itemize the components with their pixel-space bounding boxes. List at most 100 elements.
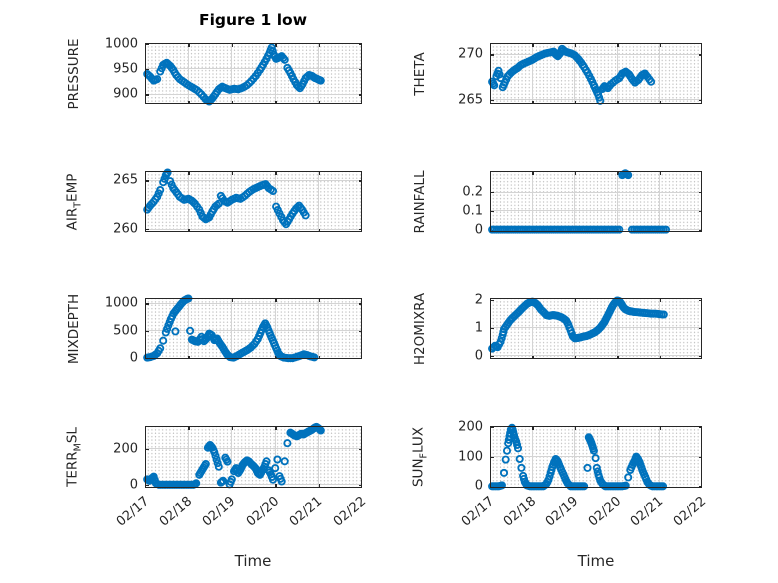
scatter-points	[488, 169, 671, 234]
x-gridline	[574, 43, 576, 104]
x-gridline	[659, 298, 661, 359]
x-tick-mark	[318, 484, 320, 488]
y-tick-label: 1	[474, 320, 483, 336]
y-tick-mark	[698, 99, 702, 102]
y-gridline	[145, 448, 362, 450]
y-tick-mark	[490, 192, 494, 194]
y-gridline	[145, 484, 362, 486]
x-axis-label-right: Time	[577, 552, 615, 570]
x-tick-mark	[275, 100, 277, 104]
subplot-theta	[488, 43, 703, 105]
x-tick-mark	[231, 43, 234, 47]
x-gridline	[318, 171, 320, 232]
y-gridline	[145, 228, 362, 230]
x-tick-mark	[659, 43, 661, 47]
x-tick-mark	[617, 355, 619, 359]
x-tick-label: 02/18	[500, 493, 540, 530]
x-gridline	[531, 298, 533, 359]
y-tick-mark	[490, 327, 494, 330]
x-tick-label: 02/22	[670, 493, 709, 530]
y-tick-label: 260	[113, 221, 138, 237]
y-tick-mark	[358, 484, 362, 487]
y-tick-mark	[358, 68, 362, 71]
y-gridline	[490, 210, 702, 212]
x-tick-mark	[188, 426, 190, 430]
scatter-points	[488, 296, 668, 353]
y-tick-mark	[698, 54, 702, 56]
y-tick-label: 900	[113, 86, 138, 102]
figure-title: Figure 1 low	[198, 11, 308, 29]
x-tick-mark	[659, 355, 661, 359]
x-gridline	[274, 171, 276, 232]
y-gridline	[490, 53, 702, 55]
y-tick-mark	[698, 229, 702, 231]
x-tick-mark	[659, 298, 661, 302]
x-tick-mark	[318, 298, 320, 302]
y-tick-label: 0	[129, 477, 138, 493]
subplot-mixdepth	[143, 294, 363, 363]
y-tick-mark	[358, 229, 362, 231]
x-tick-mark	[574, 298, 577, 302]
scatter-points	[143, 43, 325, 106]
x-gridline	[187, 43, 189, 104]
y-tick-mark	[698, 327, 702, 330]
x-tick-label: 02/17	[113, 493, 152, 530]
subplot-terr_msl	[143, 422, 363, 489]
x-gridline	[659, 171, 661, 232]
y-gridline	[145, 302, 362, 304]
y-tick-mark	[358, 303, 362, 305]
y-tick-label: 0.2	[462, 184, 483, 200]
x-tick-mark	[318, 355, 320, 359]
x-tick-mark	[617, 43, 619, 47]
y-tick-mark	[358, 330, 362, 333]
x-tick-mark	[617, 100, 619, 104]
y-tick-label: 2	[474, 292, 483, 308]
x-tick-mark	[532, 426, 534, 430]
x-tick-mark	[188, 171, 190, 175]
y-tick-label: 500	[113, 323, 138, 339]
y-tick-label: 950	[113, 61, 138, 77]
x-tick-mark	[275, 426, 277, 430]
y-tick-mark	[145, 303, 149, 305]
y-axis-label-theta: THETA	[412, 51, 428, 96]
y-gridline	[145, 93, 362, 95]
x-gridline	[574, 171, 576, 232]
x-tick-mark	[188, 43, 190, 47]
y-axis-label-terr_msl: TERRMSL	[64, 426, 84, 487]
x-tick-mark	[275, 43, 277, 47]
y-tick-mark	[358, 448, 362, 450]
x-tick-label: 02/21	[627, 493, 667, 530]
x-tick-mark	[574, 171, 577, 175]
x-gridline	[274, 298, 276, 359]
x-gridline	[318, 43, 320, 104]
x-tick-mark	[659, 171, 661, 175]
subplot-air_temp	[143, 168, 363, 232]
x-tick-mark	[318, 228, 320, 232]
x-tick-label: 02/19	[543, 493, 582, 530]
y-axis-label-air_temp: AIRTEMP	[64, 173, 84, 230]
x-tick-mark	[275, 298, 277, 302]
x-tick-mark	[275, 171, 277, 175]
y-tick-mark	[698, 426, 702, 429]
x-tick-mark	[532, 43, 534, 47]
y-tick-mark	[358, 43, 362, 45]
y-tick-mark	[490, 456, 494, 458]
x-gridline	[659, 43, 661, 104]
x-tick-mark	[318, 171, 320, 175]
x-tick-mark	[617, 426, 619, 430]
y-tick-mark	[698, 192, 702, 194]
y-axis-label-h2omixra: H2OMIXRA	[412, 292, 428, 365]
x-gridline	[318, 426, 320, 488]
x-tick-mark	[188, 228, 190, 232]
x-tick-mark	[275, 355, 277, 359]
y-tick-mark	[358, 180, 362, 182]
y-tick-label: 200	[113, 441, 138, 457]
x-tick-mark	[231, 426, 234, 430]
y-tick-mark	[698, 456, 702, 458]
x-tick-label: 02/21	[286, 493, 326, 530]
y-tick-mark	[145, 68, 149, 71]
x-tick-label: 02/19	[200, 493, 239, 530]
x-gridline	[231, 298, 233, 359]
y-axis-label-rainfall: RAINFALL	[412, 170, 428, 233]
